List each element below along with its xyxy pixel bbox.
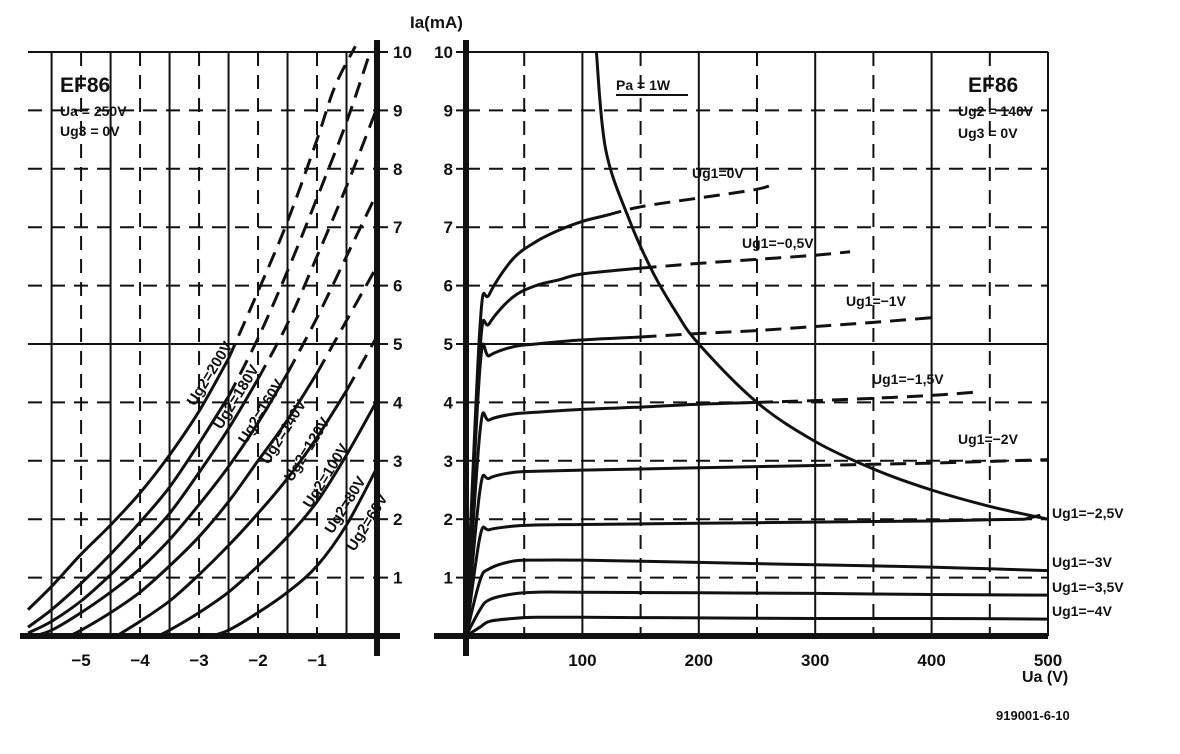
right-series-label: Ug1=−4V bbox=[1052, 603, 1113, 619]
right-y-tick-label: 6 bbox=[444, 277, 453, 296]
left-y-tick-label: 10 bbox=[393, 43, 412, 62]
left-curve-dashed-4 bbox=[315, 267, 378, 374]
right-curve-dashed-1 bbox=[640, 250, 851, 270]
right-y-tick-label: 7 bbox=[444, 218, 453, 237]
right-curve-solid-5 bbox=[464, 517, 1025, 637]
right-curve-dashed-0 bbox=[605, 181, 776, 217]
left-curve-dashed-2 bbox=[256, 109, 378, 380]
left-grid bbox=[28, 51, 376, 636]
right-y-tick-label: 4 bbox=[444, 393, 454, 412]
left-y-tick-label: 9 bbox=[393, 101, 402, 120]
right-x-tick-label: 200 bbox=[685, 651, 713, 670]
right-condition-ug3: Ug3 = 0V bbox=[958, 125, 1018, 141]
left-curve-dashed-1 bbox=[227, 51, 372, 398]
pa-1w-label: Pa = 1W bbox=[616, 77, 671, 93]
right-series-label: Ug1=0V bbox=[692, 165, 744, 181]
pa-1w-curve bbox=[594, 51, 1049, 521]
right-y-tick-label: 2 bbox=[444, 510, 453, 529]
left-y-tick-label: 5 bbox=[393, 335, 402, 354]
left-title: EF86 bbox=[60, 74, 110, 97]
right-series-label: Ug1=−3,5V bbox=[1052, 579, 1124, 595]
left-y-tick-label: 4 bbox=[393, 393, 403, 412]
right-x-tick-label: 300 bbox=[801, 651, 829, 670]
left-curve-solid-2 bbox=[27, 378, 260, 635]
right-condition-ug2: Ug2 = 140V bbox=[958, 103, 1034, 119]
left-x-tick-label: −5 bbox=[71, 651, 90, 670]
left-x-tick-label: −1 bbox=[307, 651, 326, 670]
y-axis-label: Ia(mA) bbox=[410, 13, 463, 32]
left-x-tick-label: −2 bbox=[248, 651, 267, 670]
right-curve-solid-1 bbox=[464, 266, 641, 637]
right-curve-dashed-4 bbox=[815, 458, 1049, 467]
left-curve-solid-6 bbox=[157, 401, 378, 638]
right-series-label: Ug1=−2V bbox=[958, 431, 1019, 447]
right-curve-dashed-3 bbox=[756, 390, 979, 404]
x-axis-label: Ua (V) bbox=[1022, 669, 1068, 686]
right-curve-solid-2 bbox=[464, 335, 641, 637]
tick-labels: 1 2 3 4 5 6 7 8 9 10 1 2 3 4 5 6 7 8 9 10 −5 −4 −3 −2 −1 100 200 30… bbox=[71, 43, 1062, 670]
left-y-tick-label: 1 bbox=[393, 569, 402, 588]
right-y-tick-label: 9 bbox=[444, 101, 453, 120]
right-series-label: Ug1=−0,5V bbox=[742, 235, 814, 251]
right-curve-solid-8 bbox=[465, 615, 1049, 638]
left-curve-dashed-0 bbox=[227, 45, 357, 360]
right-y-tick-label: 5 bbox=[444, 335, 453, 354]
right-y-tick-label: 3 bbox=[444, 452, 453, 471]
right-y-tick-label: 10 bbox=[434, 43, 453, 62]
left-curve-solid-7 bbox=[210, 468, 378, 638]
left-x-tick-label: −3 bbox=[189, 651, 208, 670]
right-curve-solid-3 bbox=[464, 400, 758, 637]
left-curve-solid-3 bbox=[33, 372, 289, 638]
right-title: EF86 bbox=[968, 74, 1018, 97]
right-curve-solid-4 bbox=[464, 464, 816, 637]
right-series-label: Ug1=−2,5V bbox=[1052, 505, 1124, 521]
left-condition-ua: Ua = 250V bbox=[60, 103, 127, 119]
right-curve-dashed-2 bbox=[640, 316, 932, 339]
right-series-label: Ug1=−1V bbox=[846, 293, 907, 309]
left-curve-dashed-5 bbox=[345, 337, 378, 392]
right-curve-solid-7 bbox=[464, 590, 1049, 637]
left-curves bbox=[26, 45, 378, 638]
right-curve-solid-0 bbox=[464, 214, 607, 637]
left-y-tick-label: 8 bbox=[393, 160, 402, 179]
left-condition-ug3: Ug3 = 0V bbox=[60, 123, 120, 139]
right-x-tick-label: 500 bbox=[1034, 651, 1062, 670]
right-curve-solid-6 bbox=[464, 558, 1049, 637]
left-curve-solid-0 bbox=[26, 357, 230, 611]
right-x-tick-label: 100 bbox=[568, 651, 596, 670]
right-series-label: Ug1=−3V bbox=[1052, 554, 1113, 570]
left-y-tick-label: 2 bbox=[393, 510, 402, 529]
left-curve-dashed-3 bbox=[286, 194, 378, 374]
figure-reference: 919001-6-10 bbox=[996, 708, 1070, 723]
left-curve-solid-5 bbox=[115, 389, 348, 638]
left-y-tick-label: 7 bbox=[393, 218, 402, 237]
right-series-label: Ug1=−1,5V bbox=[872, 371, 944, 387]
axes bbox=[20, 40, 1048, 656]
left-curve-solid-1 bbox=[27, 395, 230, 629]
left-x-tick-label: −4 bbox=[130, 651, 150, 670]
left-y-tick-label: 6 bbox=[393, 277, 402, 296]
left-curve-solid-4 bbox=[68, 372, 319, 638]
right-y-tick-label: 8 bbox=[444, 160, 453, 179]
left-y-tick-label: 3 bbox=[393, 452, 402, 471]
series-labels: Ug2=200VUg2=180VUg2=160VUg2=140VUg2=120V… bbox=[184, 77, 1125, 619]
right-y-tick-label: 1 bbox=[444, 569, 453, 588]
right-curves bbox=[464, 51, 1049, 638]
right-x-tick-label: 400 bbox=[917, 651, 945, 670]
